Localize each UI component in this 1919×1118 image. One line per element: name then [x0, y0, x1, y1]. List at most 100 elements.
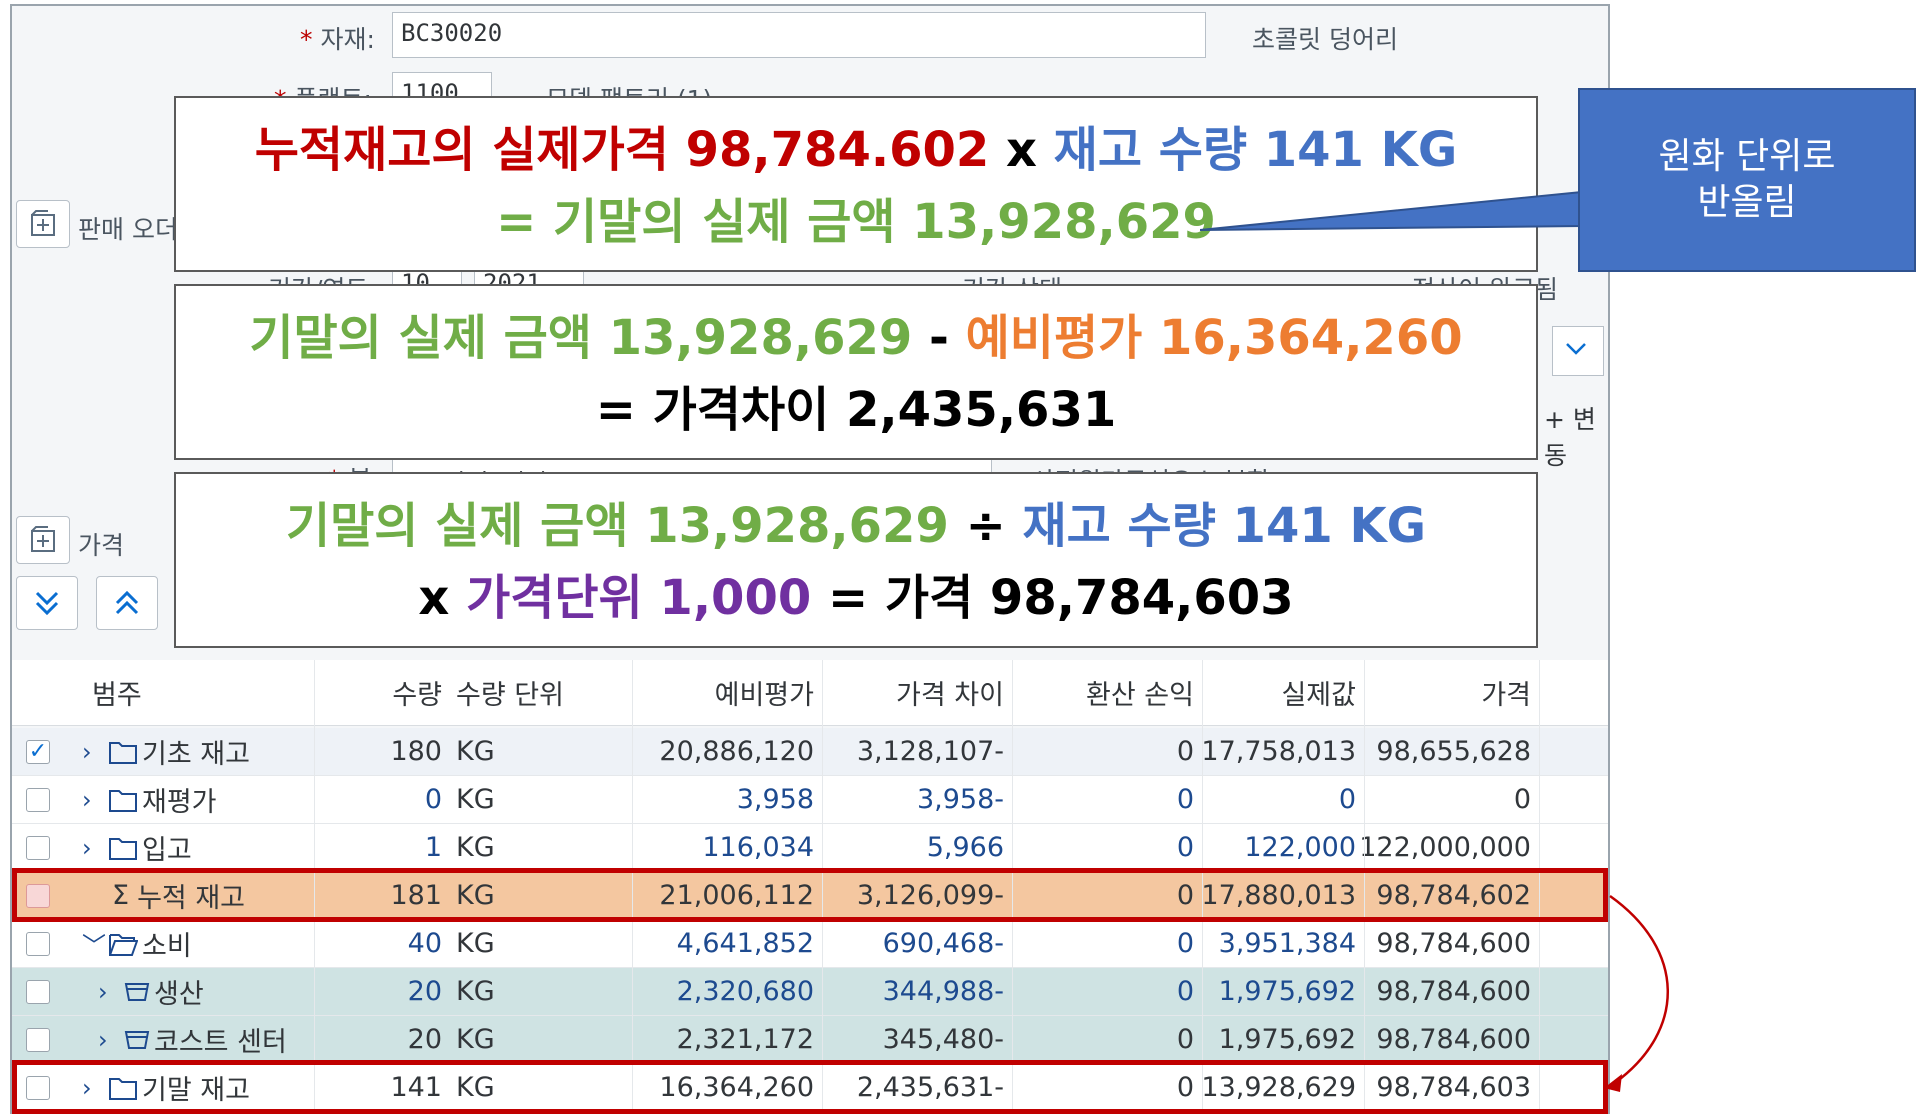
row-select[interactable] [18, 824, 58, 871]
row-category[interactable]: ﹀ 소비 [82, 920, 312, 967]
chevron-right-icon[interactable]: › [82, 785, 92, 814]
header-qty[interactable]: 수량 [392, 680, 442, 711]
expand-all-button[interactable] [96, 576, 158, 630]
row-name: 재평가 [142, 787, 217, 818]
rounding-callout: 원화 단위로 반올림 [1578, 88, 1916, 272]
row-select[interactable] [18, 872, 58, 919]
cell-fx: 0 [1176, 928, 1194, 959]
formula-1-operator: x [989, 122, 1054, 178]
row-select[interactable] [18, 920, 58, 967]
table-row[interactable]: Σ 누적 재고 181 KG 21,006,112 3,126,099- 0 17,880,0… [12, 872, 1608, 920]
cell-qty: 20 [407, 1024, 442, 1055]
folder-icon [108, 787, 138, 813]
column-divider [1539, 660, 1540, 1114]
row-checkbox[interactable] [26, 835, 50, 860]
table-row[interactable]: › 재평가 0 KG 3,958 3,958- 0 0 0 [12, 776, 1608, 824]
header-unit[interactable]: 수량 단위 [456, 680, 564, 711]
chevron-down-icon[interactable]: ﹀ [82, 932, 106, 960]
table-row[interactable]: › 생산 20 KG 2,320,680 344,988- 0 1,975,692 98,784… [12, 968, 1608, 1016]
row-checkbox[interactable] [26, 1075, 50, 1100]
cell-fx: 0 [1176, 976, 1194, 1007]
callout-pointer [1200, 190, 1583, 231]
table-header: 범주 수량 수량 단위 예비평가 가격 차이 환산 손익 실제값 가격 [12, 660, 1608, 726]
column-divider [1012, 660, 1013, 1114]
cell-unit: KG [456, 736, 495, 767]
row-select[interactable]: ✓ [18, 728, 58, 775]
header-fx[interactable]: 환산 손익 [1086, 680, 1194, 711]
folder-icon [108, 835, 138, 861]
row-name: 누적 재고 [137, 883, 246, 914]
row-select[interactable] [18, 1064, 58, 1111]
cell-diff: 3,958- [916, 784, 1004, 815]
cell-unit: KG [456, 1072, 495, 1103]
row-checkbox[interactable]: ✓ [26, 739, 50, 764]
cell-price: 98,784,600 [1376, 976, 1531, 1007]
cell-fx: 0 [1176, 1072, 1194, 1103]
chevron-right-icon[interactable]: › [82, 737, 92, 766]
collapse-all-button[interactable] [16, 576, 78, 630]
row-category[interactable]: › 코스트 센터 [98, 1016, 328, 1063]
chevron-right-icon[interactable]: › [82, 1073, 92, 1102]
row-category[interactable]: › 기말 재고 [82, 1064, 312, 1111]
cell-prelim: 20,886,120 [659, 736, 814, 767]
formula-2-prelim: 예비평가 16,364,260 [965, 310, 1463, 366]
cell-fx: 0 [1176, 832, 1194, 863]
row-name: 기말 재고 [142, 1075, 250, 1106]
row-category[interactable]: › 기초 재고 [82, 728, 312, 775]
chevron-right-icon[interactable]: › [98, 977, 108, 1006]
row-select[interactable] [18, 968, 58, 1015]
row-category[interactable]: › 재평가 [82, 776, 312, 823]
row-category[interactable]: Σ 누적 재고 [96, 872, 326, 919]
cell-qty: 40 [407, 928, 442, 959]
chevron-right-icon[interactable]: › [98, 1025, 108, 1054]
formula-box-2: 기말의 실제 금액 13,928,629 - 예비평가 16,364,260 =… [174, 284, 1538, 460]
table-row[interactable]: › 기말 재고 141 KG 16,364,260 2,435,631- 0 13,928,6… [12, 1064, 1608, 1112]
cell-diff: 3,128,107- [856, 736, 1004, 767]
price-section-button[interactable] [16, 516, 70, 564]
row-checkbox[interactable] [26, 979, 50, 1004]
header-category[interactable]: 범주 [92, 680, 142, 711]
table-row[interactable]: ﹀ 소비 40 KG 4,641,852 690,468- 0 3,951,384 98,784… [12, 920, 1608, 968]
cell-fx: 0 [1176, 1024, 1194, 1055]
formula-1-result: = 기말의 실제 금액 13,928,629 [496, 194, 1216, 250]
formula-2-operator: - [912, 310, 966, 366]
formula-2-result: = 가격차이 2,435,631 [595, 382, 1117, 438]
change-button[interactable]: + 변동 [1544, 405, 1596, 470]
header-prelim[interactable]: 예비평가 [714, 680, 814, 711]
chevron-right-icon[interactable]: › [82, 833, 92, 862]
row-name: 기초 재고 [142, 739, 250, 770]
row-checkbox[interactable] [26, 931, 50, 956]
cell-qty: 20 [407, 976, 442, 1007]
cell-qty: 0 [424, 784, 442, 815]
cell-actual: 3,951,384 [1218, 928, 1356, 959]
row-name: 코스트 센터 [154, 1027, 287, 1058]
table-row[interactable]: ✓ › 기초 재고 180 KG 20,886,120 3,128,107- 0 17,758,… [12, 728, 1608, 776]
header-price[interactable]: 가격 [1481, 680, 1531, 711]
sigma-icon: Σ [112, 880, 130, 911]
expand-section-button[interactable] [16, 200, 70, 248]
callout-line-2: 반올림 [1697, 182, 1797, 223]
dropdown-toggle[interactable] [1552, 326, 1604, 376]
header-actual[interactable]: 실제값 [1281, 680, 1356, 711]
cell-diff: 345,480- [882, 1024, 1004, 1055]
row-checkbox[interactable] [26, 883, 50, 908]
formula-1-quantity: 재고 수량 141 KG [1053, 122, 1458, 178]
cell-actual: 1,975,692 [1218, 976, 1356, 1007]
row-select[interactable] [18, 1016, 58, 1063]
table-row[interactable]: › 코스트 센터 20 KG 2,321,172 345,480- 0 1,975,692 98… [12, 1016, 1608, 1064]
column-divider [822, 660, 823, 1114]
row-select[interactable] [18, 776, 58, 823]
row-name: 소비 [142, 931, 192, 962]
header-diff[interactable]: 가격 차이 [896, 680, 1004, 711]
row-category[interactable]: › 생산 [98, 968, 328, 1015]
row-category[interactable]: › 입고 [82, 824, 312, 871]
cell-actual: 0 [1338, 784, 1356, 815]
folder-icon [108, 1075, 138, 1101]
cell-unit: KG [456, 928, 495, 959]
table-row[interactable]: › 입고 1 KG 116,034 5,966 0 122,000 122,000,000 [12, 824, 1608, 872]
material-field[interactable]: BC30020 [392, 12, 1206, 58]
column-divider [314, 660, 315, 1114]
row-checkbox[interactable] [26, 787, 50, 812]
cell-prelim: 2,320,680 [676, 976, 814, 1007]
row-checkbox[interactable] [26, 1027, 50, 1052]
